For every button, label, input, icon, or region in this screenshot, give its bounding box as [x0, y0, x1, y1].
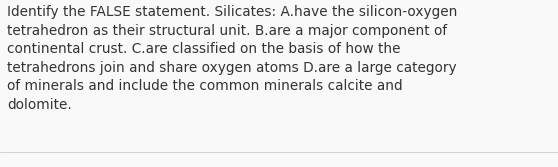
- Text: Identify the FALSE statement. Silicates: A.have the silicon-oxygen
tetrahedron a: Identify the FALSE statement. Silicates:…: [7, 5, 458, 112]
